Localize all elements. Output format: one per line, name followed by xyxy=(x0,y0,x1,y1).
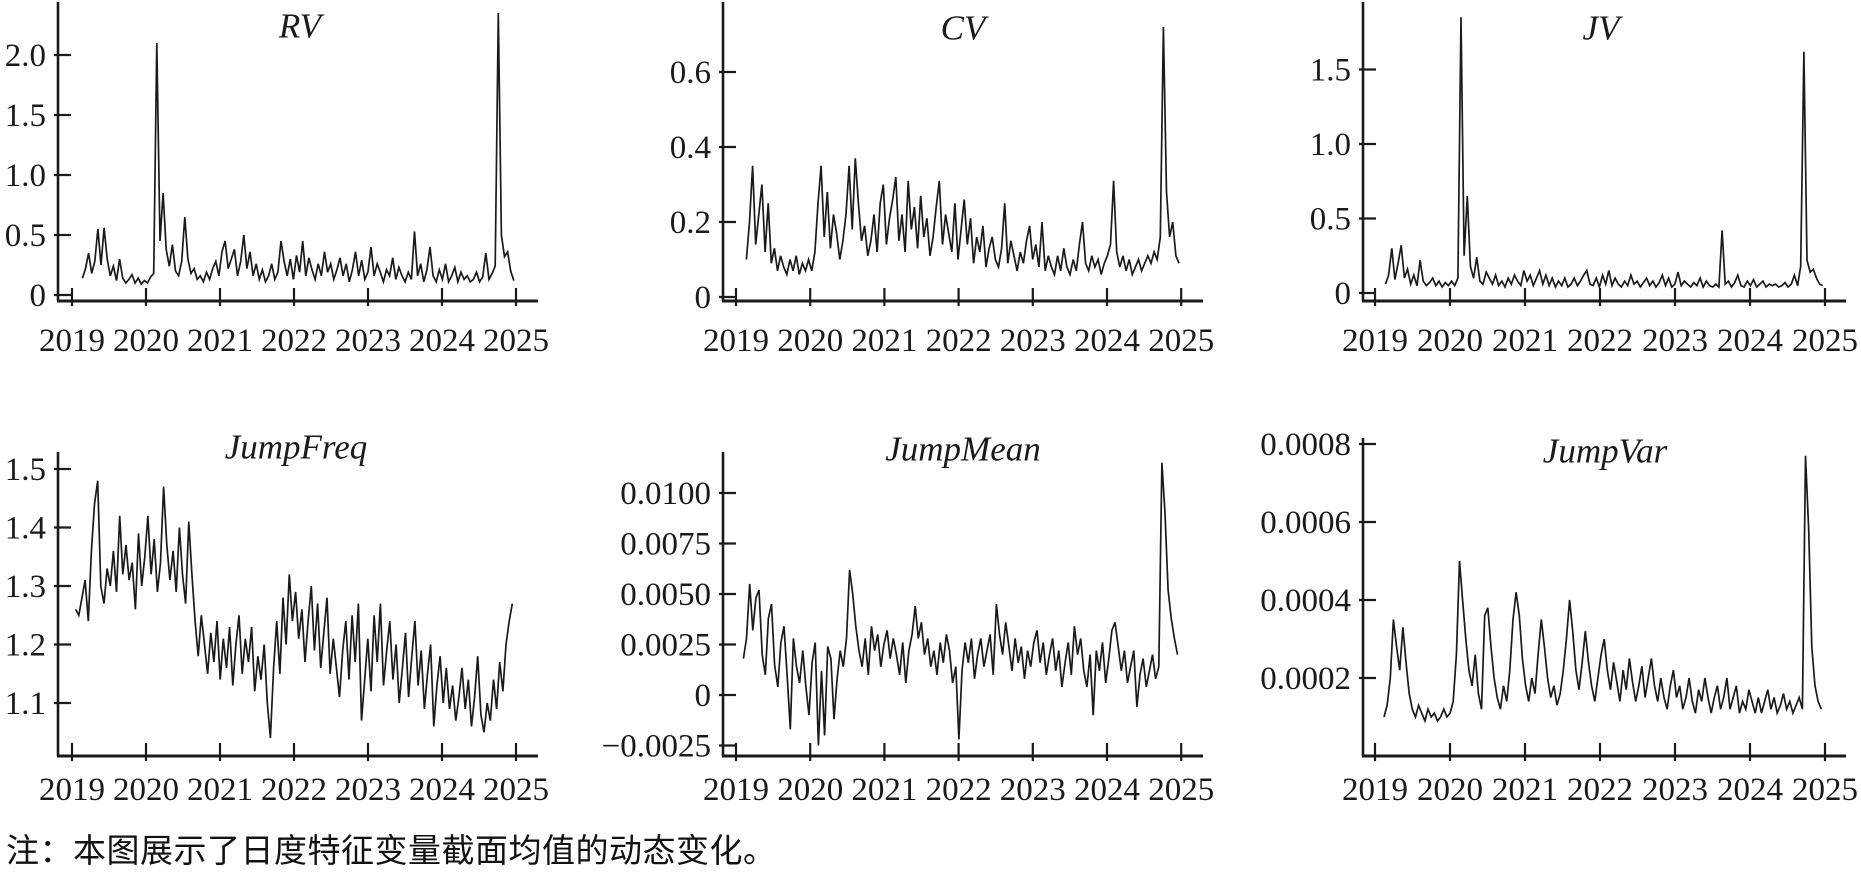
x-tick-label: 2022 xyxy=(1567,323,1633,359)
chart-title-jumpvar: JumpVar xyxy=(1543,432,1668,471)
y-tick-label: 0.0075 xyxy=(620,527,711,563)
y-tick-label: 1.0 xyxy=(5,158,46,194)
x-tick-label: 2020 xyxy=(1417,323,1483,359)
chart-jumpvar: JumpVar 0.0002 0.0004 0.0006 0.0008 2019 2020… xyxy=(1260,427,1858,808)
x-tick-label: 2024 xyxy=(409,772,475,808)
y-tick-label: 1.5 xyxy=(5,98,46,134)
x-tick-label: 2020 xyxy=(113,772,179,808)
y-tick-label: 1.0 xyxy=(1310,127,1351,163)
x-tick-label: 2025 xyxy=(483,323,549,359)
x-tick-label: 2025 xyxy=(1148,323,1214,359)
x-tick-label: 2024 xyxy=(1074,323,1140,359)
chart-jv: JV 0 0.5 1.0 1.5 2019 2020 2021 2022 2023 2024 202… xyxy=(1310,2,1858,359)
y-tick-label: 0.0100 xyxy=(620,476,711,512)
x-tick-label: 2020 xyxy=(777,772,843,808)
y-tick-label: 2.0 xyxy=(5,38,46,74)
x-tick-label: 2019 xyxy=(1342,772,1408,808)
y-tick-label: 0 xyxy=(695,678,712,714)
y-tick-label: 1.1 xyxy=(5,686,46,722)
chart-jumpfreq: JumpFreq 1.1 1.2 1.3 1.4 1.5 2019 2020 2021 2022… xyxy=(5,428,549,809)
chart-title-cv: CV xyxy=(941,9,989,48)
x-tick-label: 2019 xyxy=(703,323,769,359)
x-tick-label: 2022 xyxy=(926,323,992,359)
y-tick-label: −0.0025 xyxy=(602,729,711,765)
x-tick-label: 2019 xyxy=(39,323,105,359)
series-line-jumpvar xyxy=(1383,455,1823,724)
series-line-jv xyxy=(1384,17,1824,290)
x-tick-label: 2024 xyxy=(1074,772,1140,808)
x-tick-label: 2023 xyxy=(335,772,401,808)
y-tick-label: 0 xyxy=(1335,276,1352,312)
series-line-jumpfreq xyxy=(74,480,514,739)
x-tick-label: 2022 xyxy=(926,772,992,808)
x-tick-label: 2021 xyxy=(1492,772,1558,808)
y-tick-label: 1.3 xyxy=(5,569,46,605)
x-tick-label: 2019 xyxy=(703,772,769,808)
y-tick-label: 0.0025 xyxy=(620,628,711,664)
y-tick-label: 1.5 xyxy=(1310,53,1351,89)
x-tick-label: 2020 xyxy=(113,323,179,359)
y-tick-label: 0.0008 xyxy=(1260,427,1351,463)
chart-jumpmean: JumpMean −0.0025 0 0.0025 0.0050 0.0075 0.010… xyxy=(602,430,1215,809)
x-tick-label: 2023 xyxy=(335,323,401,359)
y-tick-label: 1.2 xyxy=(5,628,46,664)
x-tick-label: 2019 xyxy=(39,772,105,808)
x-tick-label: 2025 xyxy=(1148,772,1214,808)
y-tick-label: 0.0004 xyxy=(1260,583,1351,619)
series-line-cv xyxy=(745,26,1180,278)
x-tick-label: 2024 xyxy=(1717,772,1783,808)
x-tick-label: 2025 xyxy=(483,772,549,808)
y-tick-label: 0.2 xyxy=(670,205,711,241)
x-tick-label: 2024 xyxy=(1717,323,1783,359)
x-tick-label: 2023 xyxy=(1642,323,1708,359)
chart-title-rv: RV xyxy=(278,7,325,46)
x-tick-label: 2020 xyxy=(777,323,843,359)
x-tick-label: 2025 xyxy=(1792,772,1858,808)
chart-title-jumpmean: JumpMean xyxy=(885,430,1041,469)
y-tick-label: 0.5 xyxy=(5,218,46,254)
x-tick-label: 2021 xyxy=(851,323,917,359)
x-tick-label: 2023 xyxy=(1000,772,1066,808)
figure-note: 注：本图展示了日度特征变量截面均值的动态变化。 xyxy=(6,834,777,870)
y-tick-label: 0.5 xyxy=(1310,202,1351,238)
y-tick-label: 0 xyxy=(695,280,712,316)
series-line-rv xyxy=(81,12,515,286)
x-tick-label: 2025 xyxy=(1792,323,1858,359)
x-tick-label: 2021 xyxy=(851,772,917,808)
y-tick-label: 0.0002 xyxy=(1260,661,1351,697)
y-tick-label: 1.5 xyxy=(5,452,46,488)
x-tick-label: 2022 xyxy=(261,772,327,808)
y-tick-label: 0.0006 xyxy=(1260,505,1351,541)
series-line-jumpmean xyxy=(742,462,1179,746)
y-tick-label: 0 xyxy=(30,278,47,314)
x-tick-label: 2021 xyxy=(187,772,253,808)
x-tick-label: 2022 xyxy=(261,323,327,359)
chart-rv: RV 0 0.5 1.0 1.5 2.0 2019 2020 2021 2022 2023 2024… xyxy=(5,2,549,359)
chart-title-jumpfreq: JumpFreq xyxy=(225,428,368,467)
x-tick-label: 2024 xyxy=(409,323,475,359)
x-tick-label: 2021 xyxy=(1492,323,1558,359)
x-tick-label: 2019 xyxy=(1342,323,1408,359)
x-tick-label: 2020 xyxy=(1417,772,1483,808)
chart-title-jv: JV xyxy=(1583,9,1624,48)
y-tick-label: 1.4 xyxy=(5,511,46,547)
x-tick-label: 2022 xyxy=(1567,772,1633,808)
x-tick-label: 2023 xyxy=(1000,323,1066,359)
chart-cv: CV 0 0.2 0.4 0.6 2019 2020 2021 2022 2023 2024 202… xyxy=(670,2,1214,359)
x-tick-label: 2021 xyxy=(187,323,253,359)
x-tick-label: 2023 xyxy=(1642,772,1708,808)
y-tick-label: 0.6 xyxy=(670,55,711,91)
y-tick-label: 0.4 xyxy=(670,130,711,166)
y-tick-label: 0.0050 xyxy=(620,577,711,613)
